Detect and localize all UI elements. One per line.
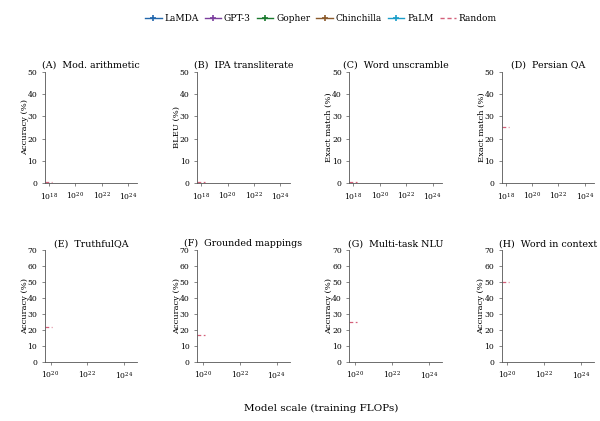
Title: (D)  Persian QA: (D) Persian QA — [511, 60, 585, 69]
Y-axis label: BLEU (%): BLEU (%) — [173, 107, 181, 149]
Y-axis label: Exact match (%): Exact match (%) — [325, 93, 333, 162]
Y-axis label: Accuracy (%): Accuracy (%) — [173, 278, 181, 334]
Y-axis label: Accuracy (%): Accuracy (%) — [21, 99, 29, 155]
Text: Model scale (training FLOPs): Model scale (training FLOPs) — [244, 403, 398, 413]
Title: (F)  Grounded mappings: (F) Grounded mappings — [184, 239, 302, 248]
Y-axis label: Accuracy (%): Accuracy (%) — [478, 278, 485, 334]
Title: (C)  Word unscramble: (C) Word unscramble — [343, 60, 448, 69]
Title: (H)  Word in context: (H) Word in context — [499, 239, 597, 248]
Legend: LaMDA, GPT-3, Gopher, Chinchilla, PaLM, Random: LaMDA, GPT-3, Gopher, Chinchilla, PaLM, … — [142, 11, 500, 27]
Title: (A)  Mod. arithmetic: (A) Mod. arithmetic — [42, 60, 140, 69]
Y-axis label: Exact match (%): Exact match (%) — [478, 93, 485, 162]
Title: (B)  IPA transliterate: (B) IPA transliterate — [194, 60, 293, 69]
Y-axis label: Accuracy (%): Accuracy (%) — [325, 278, 333, 334]
Title: (G)  Multi-task NLU: (G) Multi-task NLU — [348, 239, 443, 248]
Title: (E)  TruthfulQA: (E) TruthfulQA — [54, 239, 128, 248]
Y-axis label: Accuracy (%): Accuracy (%) — [21, 278, 29, 334]
